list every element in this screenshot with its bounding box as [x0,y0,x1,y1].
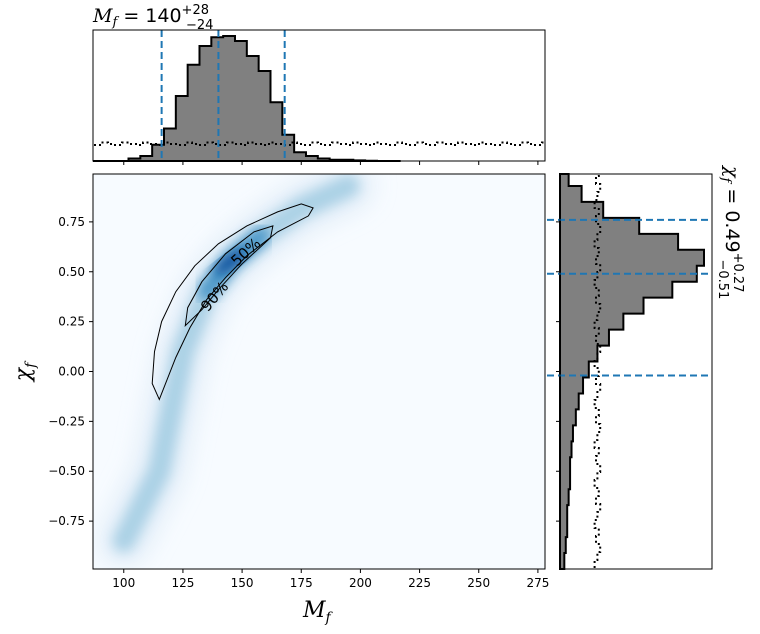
y-tick-label: 0.25 [58,315,85,329]
top-marginal-title: Mf = 140+28 −24 [92,3,213,33]
right-prior-curve [593,175,602,568]
contour-50pct [184,225,274,327]
y-tick-label: 0.00 [58,365,85,379]
x-tick-label: 250 [467,576,490,590]
x-tick-label: 275 [526,576,549,590]
right-marginal-histogram: χf = 0.49+0.27−0.51 [547,164,745,570]
x-tick-label: 200 [349,576,372,590]
y-tick-label: −0.50 [48,464,85,478]
top-prior-curve [94,141,544,146]
right-marginal-title: χf = 0.49+0.27−0.51 [715,164,745,299]
density-heatmap [99,174,373,566]
x-tick-label: 175 [290,576,313,590]
y-axis-label: χf [11,360,39,383]
x-tick-label: 100 [112,576,135,590]
top-posterior-histogram [93,35,401,162]
y-tick-label: −0.75 [48,514,85,528]
density-peak [213,248,247,276]
y-tick-label: 0.50 [58,265,85,279]
joint-density-panel: 90%50% 100 125 150 175 200 225 250 275−0.75−0.5… [11,173,549,626]
x-axis-label: Mf [302,598,334,626]
x-tick-label: 225 [408,576,431,590]
y-tick-label: −0.25 [48,414,85,428]
contour-90pct [151,203,314,401]
x-tick-label: 125 [171,576,194,590]
y-tick-label: 0.75 [58,215,85,229]
top-marginal-histogram: Mf = 140+28 −24 [92,3,546,165]
x-tick-label: 150 [231,576,254,590]
